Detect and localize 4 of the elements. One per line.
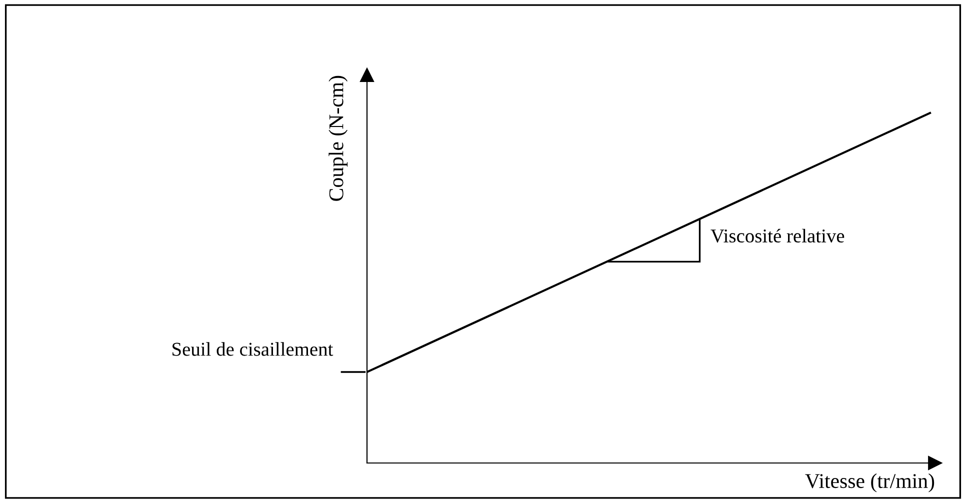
x-axis-title: Vitesse (tr/min) — [805, 473, 934, 492]
annotation: Seuil de cisaillement — [172, 342, 334, 356]
y-axis-title: Couple (N-cm) — [328, 76, 348, 201]
annotation: Viscosité relative — [710, 228, 844, 243]
